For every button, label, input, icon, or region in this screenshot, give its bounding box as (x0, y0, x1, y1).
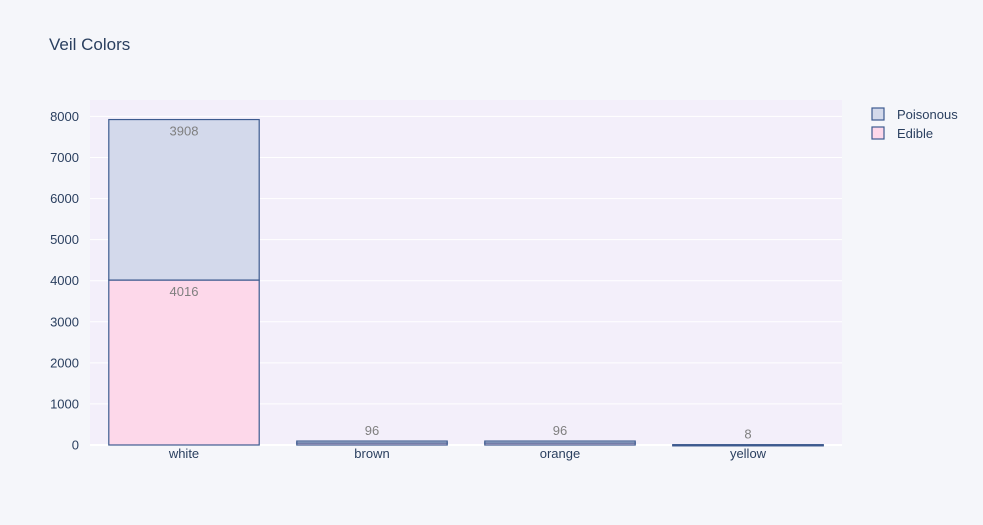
legend-label: Edible (897, 126, 933, 141)
x-tick-label: orange (540, 446, 580, 461)
bar-poisonous-white[interactable] (108, 118, 260, 281)
y-tick-label: 2000 (50, 355, 79, 370)
legend-swatch (871, 126, 885, 140)
bar-poisonous-orange[interactable] (484, 440, 636, 444)
data-labels: 3908 4016 96 96 8 (170, 124, 752, 442)
y-tick-label: 6000 (50, 191, 79, 206)
y-tick-label: 7000 (50, 150, 79, 165)
y-axis: 0 1000 2000 3000 4000 5000 6000 7000 8000 (50, 109, 79, 453)
data-label: 96 (553, 423, 567, 438)
y-tick-label: 5000 (50, 232, 79, 247)
legend-label: Poisonous (897, 107, 958, 122)
y-tick-label: 1000 (50, 396, 79, 411)
chart-title: Veil Colors (49, 35, 130, 54)
bar-poisonous-yellow[interactable] (672, 444, 824, 447)
bar-poisonous-brown[interactable] (296, 440, 448, 444)
data-label: 8 (744, 427, 751, 442)
legend-swatch (871, 107, 885, 121)
bars (108, 118, 824, 447)
legend[interactable]: Poisonous Edible (871, 107, 958, 141)
data-label: 4016 (170, 284, 199, 299)
x-tick-label: yellow (730, 446, 767, 461)
y-tick-label: 8000 (50, 109, 79, 124)
x-axis: white brown orange yellow (168, 446, 767, 461)
y-tick-label: 3000 (50, 314, 79, 329)
legend-item-edible[interactable]: Edible (871, 126, 933, 141)
data-label: 96 (365, 423, 379, 438)
x-tick-label: white (168, 446, 199, 461)
legend-item-poisonous[interactable]: Poisonous (871, 107, 958, 122)
y-tick-label: 4000 (50, 273, 79, 288)
x-tick-label: brown (354, 446, 389, 461)
data-label: 3908 (170, 124, 199, 139)
y-tick-label: 0 (72, 438, 79, 453)
bar-edible-white[interactable] (108, 279, 260, 446)
